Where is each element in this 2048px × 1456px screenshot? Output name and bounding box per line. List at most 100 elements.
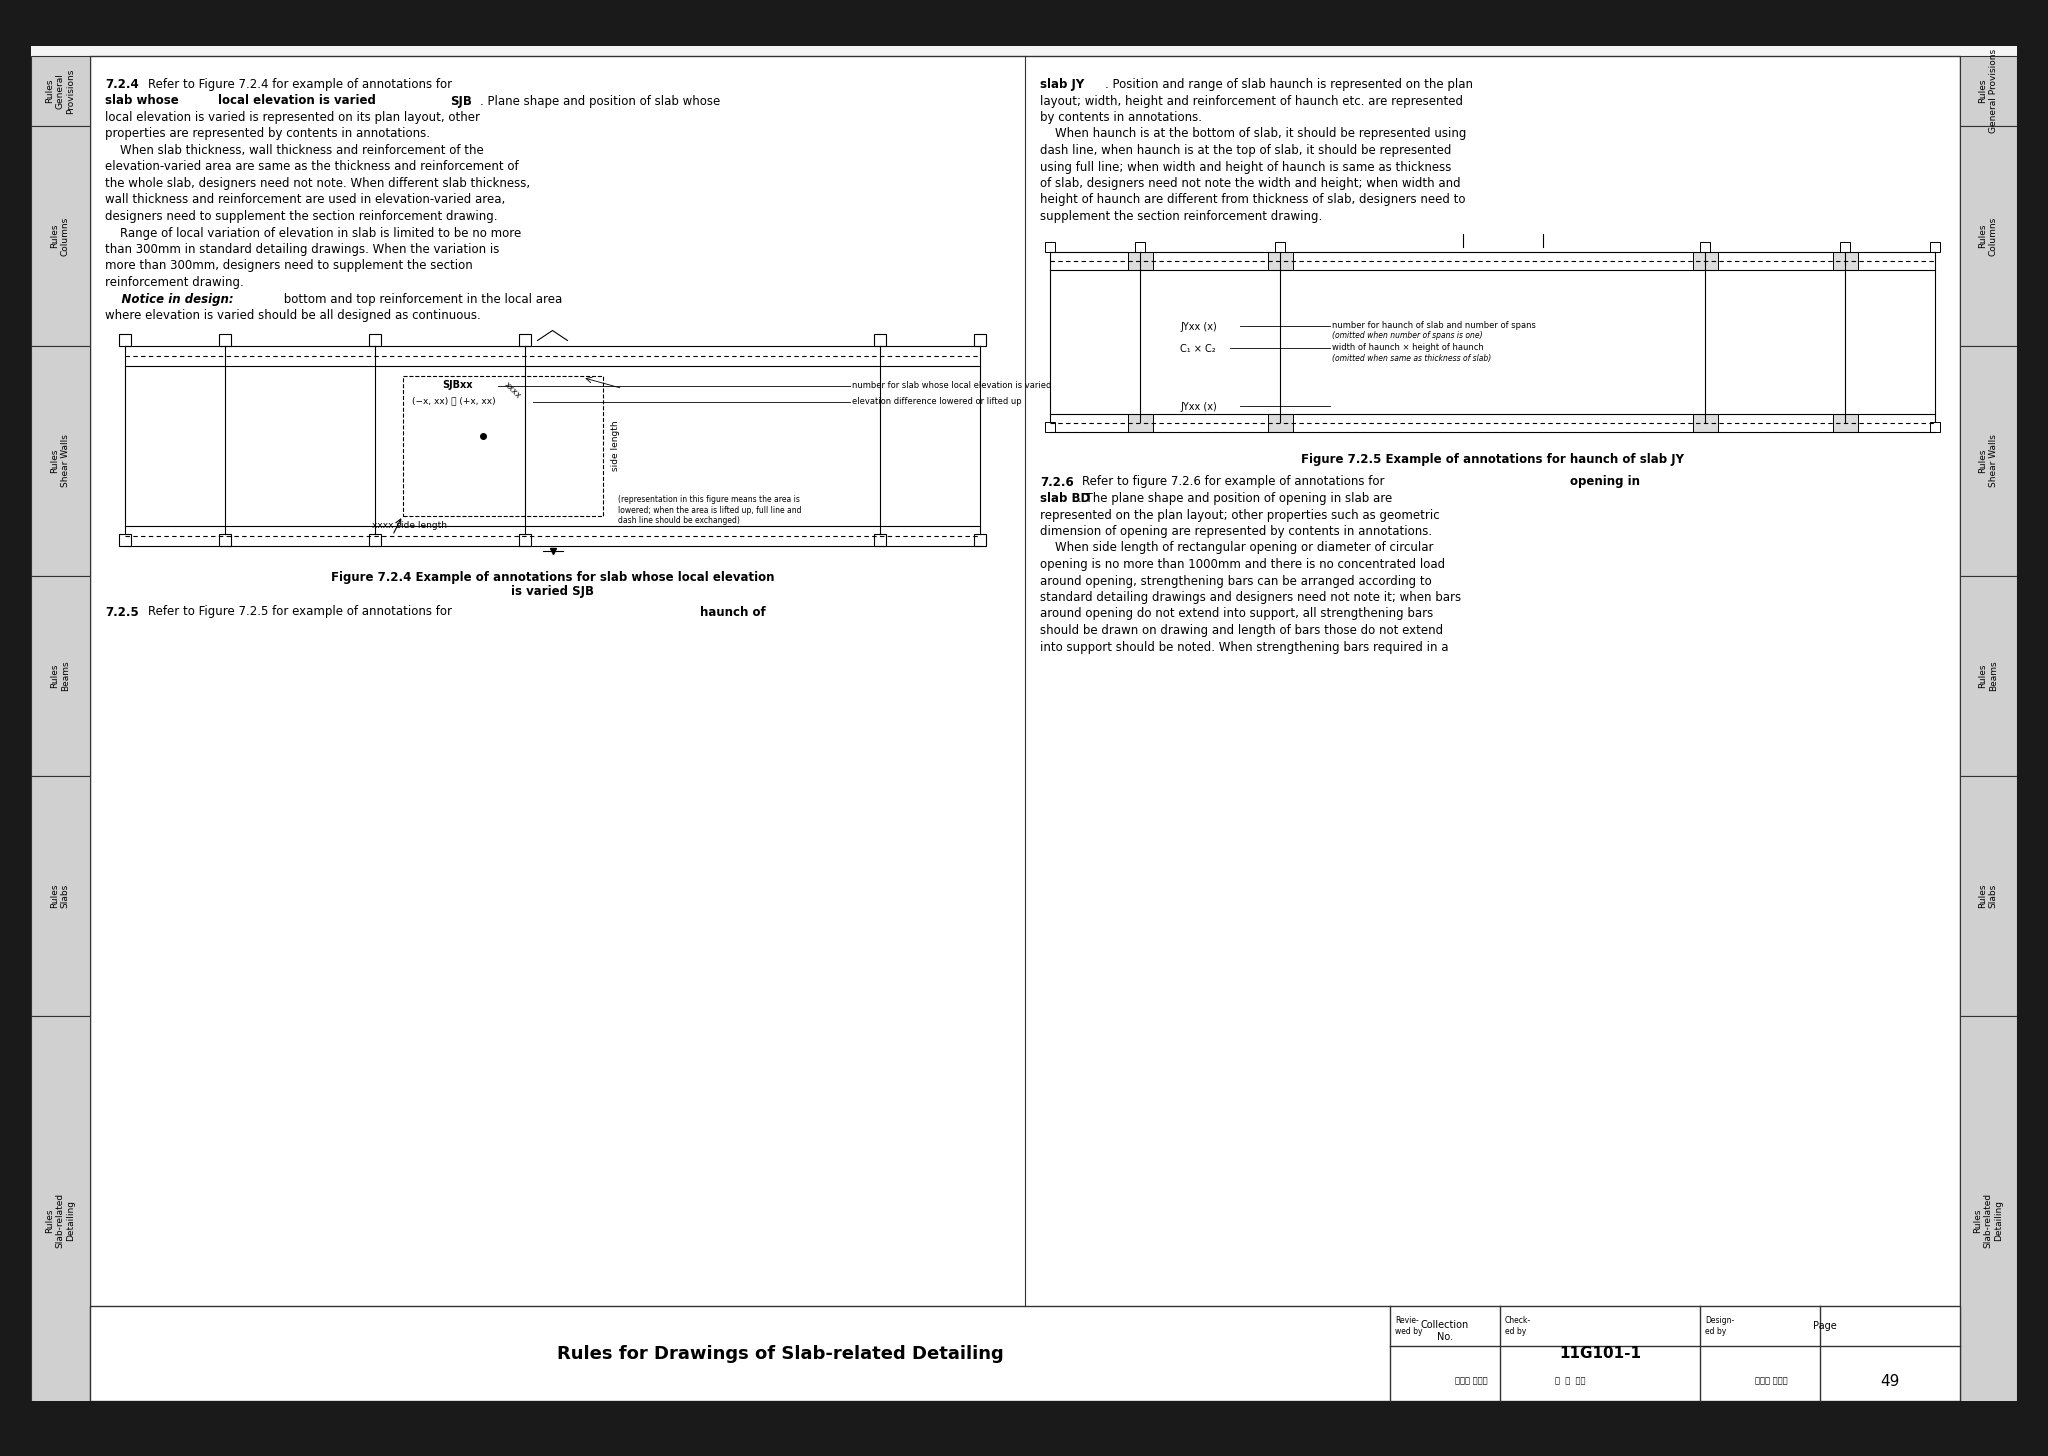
Text: elevation-varied area are same as the thickness and reinforcement of: elevation-varied area are same as the th… <box>104 160 518 173</box>
Text: SJBxx: SJBxx <box>442 380 473 390</box>
Polygon shape <box>1044 421 1055 431</box>
Polygon shape <box>1128 414 1153 431</box>
Text: (omitted when number of spans is one): (omitted when number of spans is one) <box>1331 332 1483 341</box>
Polygon shape <box>1960 347 2017 577</box>
Text: haunch of: haunch of <box>700 606 766 619</box>
Polygon shape <box>1960 776 2017 1016</box>
Text: designers need to supplement the section reinforcement drawing.: designers need to supplement the section… <box>104 210 498 223</box>
Text: standard detailing drawings and designers need not note it; when bars: standard detailing drawings and designer… <box>1040 591 1460 604</box>
Text: elevation difference lowered or lifted up: elevation difference lowered or lifted u… <box>852 396 1022 406</box>
Polygon shape <box>1276 242 1284 252</box>
Text: Rules
Columns: Rules Columns <box>51 217 70 256</box>
Text: slab BD: slab BD <box>1040 492 1090 505</box>
Text: When slab thickness, wall thickness and reinforcement of the: When slab thickness, wall thickness and … <box>104 144 483 157</box>
Text: . The plane shape and position of opening in slab are: . The plane shape and position of openin… <box>1079 492 1393 505</box>
Bar <box>0 0 2048 47</box>
Text: layout; width, height and reinforcement of haunch etc. are represented: layout; width, height and reinforcement … <box>1040 95 1462 108</box>
Text: more than 300mm, designers need to supplement the section: more than 300mm, designers need to suppl… <box>104 259 473 272</box>
Text: side length: side length <box>610 421 618 470</box>
Polygon shape <box>1839 242 1849 252</box>
Polygon shape <box>1833 414 1858 431</box>
Text: using full line; when width and height of haunch is same as thickness: using full line; when width and height o… <box>1040 160 1452 173</box>
Polygon shape <box>31 55 90 127</box>
Polygon shape <box>1700 242 1710 252</box>
Text: Notice in design:: Notice in design: <box>104 293 233 306</box>
Text: 49: 49 <box>1880 1373 1901 1389</box>
Text: bottom and top reinforcement in the local area: bottom and top reinforcement in the loca… <box>281 293 563 306</box>
Text: 都银泉 朴树风: 都银泉 朴树风 <box>1454 1376 1487 1386</box>
Text: supplement the section reinforcement drawing.: supplement the section reinforcement dra… <box>1040 210 1323 223</box>
Bar <box>2017 47 2048 1401</box>
Polygon shape <box>90 1306 1960 1401</box>
Polygon shape <box>518 333 530 345</box>
Text: Rules
Slabs: Rules Slabs <box>1978 884 1997 909</box>
Text: Collection
No.: Collection No. <box>1421 1321 1468 1342</box>
Text: represented on the plan layout; other properties such as geometric: represented on the plan layout; other pr… <box>1040 508 1440 521</box>
Polygon shape <box>1692 414 1718 431</box>
Polygon shape <box>874 533 887 546</box>
Polygon shape <box>1700 421 1710 431</box>
Polygon shape <box>975 333 985 345</box>
Text: 11G101-1: 11G101-1 <box>1559 1347 1640 1361</box>
Text: is varied SJB: is varied SJB <box>512 584 594 597</box>
Text: than 300mm in standard detailing drawings. When the variation is: than 300mm in standard detailing drawing… <box>104 243 500 256</box>
Text: dash line, when haunch is at the top of slab, it should be represented: dash line, when haunch is at the top of … <box>1040 144 1452 157</box>
Polygon shape <box>369 533 381 546</box>
Text: Range of local variation of elevation in slab is limited to be no more: Range of local variation of elevation in… <box>104 227 522 239</box>
Polygon shape <box>1839 421 1849 431</box>
Text: Rules for Drawings of Slab-related Detailing: Rules for Drawings of Slab-related Detai… <box>557 1345 1004 1363</box>
Polygon shape <box>31 1016 90 1425</box>
Polygon shape <box>31 577 90 776</box>
Polygon shape <box>1960 1016 2017 1425</box>
Polygon shape <box>1128 252 1153 269</box>
Text: (representation in this figure means the area is
lowered; when the area is lifte: (representation in this figure means the… <box>618 495 801 526</box>
Polygon shape <box>119 533 131 546</box>
Polygon shape <box>1929 421 1939 431</box>
Text: height of haunch are different from thickness of slab, designers need to: height of haunch are different from thic… <box>1040 194 1466 207</box>
Text: Figure 7.2.4 Example of annotations for slab whose local elevation: Figure 7.2.4 Example of annotations for … <box>330 571 774 584</box>
Polygon shape <box>1692 252 1718 269</box>
Text: Rules
Columns: Rules Columns <box>1978 217 1997 256</box>
Text: Figure 7.2.5 Example of annotations for haunch of slab JY: Figure 7.2.5 Example of annotations for … <box>1300 453 1683 466</box>
Polygon shape <box>1044 242 1055 252</box>
Text: should be drawn on drawing and length of bars those do not extend: should be drawn on drawing and length of… <box>1040 625 1444 638</box>
Text: xxxx side length: xxxx side length <box>373 520 449 530</box>
Text: dimension of opening are represented by contents in annotations.: dimension of opening are represented by … <box>1040 526 1432 539</box>
Polygon shape <box>219 333 231 345</box>
Text: Refer to Figure 7.2.5 for example of annotations for: Refer to Figure 7.2.5 for example of ann… <box>147 606 457 619</box>
Text: 7.2.4: 7.2.4 <box>104 79 139 90</box>
Text: Design-
ed by: Design- ed by <box>1706 1316 1735 1335</box>
Text: Rules
Beams: Rules Beams <box>51 661 70 692</box>
Text: . Plane shape and position of slab whose: . Plane shape and position of slab whose <box>479 95 721 108</box>
Text: Rules
Shear Walls: Rules Shear Walls <box>1978 434 1997 488</box>
Text: 7.2.6: 7.2.6 <box>1040 476 1073 489</box>
Text: 刘  敏  刘双: 刘 敏 刘双 <box>1554 1376 1585 1386</box>
Text: Rules
Slab-related
Detailing: Rules Slab-related Detailing <box>45 1192 76 1248</box>
Polygon shape <box>31 776 90 1016</box>
Polygon shape <box>1960 577 2017 776</box>
Polygon shape <box>874 333 887 345</box>
Text: Check-
ed by: Check- ed by <box>1505 1316 1532 1335</box>
Polygon shape <box>975 533 985 546</box>
Text: slab whose: slab whose <box>104 95 178 108</box>
Text: Rules
General Provisions: Rules General Provisions <box>1978 50 1997 132</box>
Text: C₁ × C₂: C₁ × C₂ <box>1180 344 1217 354</box>
Text: opening in: opening in <box>1571 476 1640 489</box>
Polygon shape <box>518 533 530 546</box>
Polygon shape <box>1276 421 1284 431</box>
Text: Page: Page <box>1812 1321 1837 1331</box>
Text: of slab, designers need not note the width and height; when width and: of slab, designers need not note the wid… <box>1040 178 1460 189</box>
Text: . Position and range of slab haunch is represented on the plan: . Position and range of slab haunch is r… <box>1106 79 1473 90</box>
Text: 7.2.5: 7.2.5 <box>104 606 139 619</box>
Polygon shape <box>1960 55 2017 127</box>
Text: around opening do not extend into support, all strengthening bars: around opening do not extend into suppor… <box>1040 607 1434 620</box>
Text: width of haunch × height of haunch: width of haunch × height of haunch <box>1331 344 1483 352</box>
Polygon shape <box>219 533 231 546</box>
Text: Rules
Slab-related
Detailing: Rules Slab-related Detailing <box>1972 1192 2003 1248</box>
Polygon shape <box>31 31 2017 1425</box>
Text: wall thickness and reinforcement are used in elevation-varied area,: wall thickness and reinforcement are use… <box>104 194 506 207</box>
Polygon shape <box>1929 242 1939 252</box>
Bar <box>0 1401 2048 1456</box>
Text: SJB: SJB <box>451 95 471 108</box>
Text: Refer to Figure 7.2.4 for example of annotations for: Refer to Figure 7.2.4 for example of ann… <box>147 79 457 90</box>
